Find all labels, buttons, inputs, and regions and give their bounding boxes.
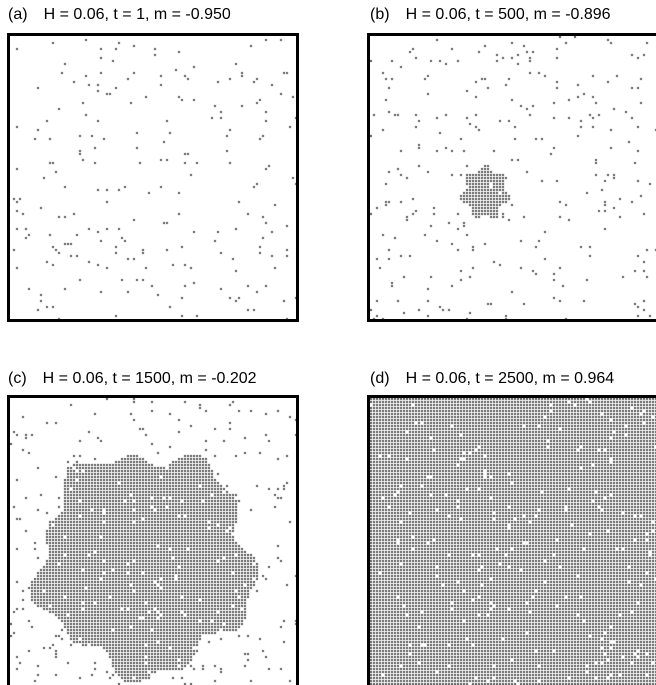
panel-d-lattice-frame [367,395,656,685]
panel-d-params: H = 0.06, t = 2500, m = 0.964 [405,370,615,387]
panel-d-spin-lattice [370,398,656,685]
panel-b-label: (b) [370,6,390,23]
panel-a-label: (a) [8,6,28,23]
panel-c-params: H = 0.06, t = 1500, m = -0.202 [42,370,257,387]
panel-c-lattice-frame [7,395,299,685]
panel-b-params: H = 0.06, t = 500, m = -0.896 [405,6,611,23]
panel-c-label: (c) [8,370,27,387]
panel-b-lattice-frame [367,33,656,322]
panel-d-title: (d) H = 0.06, t = 2500, m = 0.964 [370,370,614,388]
panel-c-title: (c) H = 0.06, t = 1500, m = -0.202 [8,370,257,388]
panel-b-title: (b) H = 0.06, t = 500, m = -0.896 [370,6,611,24]
panel-c-spin-lattice [10,398,296,685]
panel-b-spin-lattice [370,36,656,319]
panel-a-lattice-frame [7,33,299,322]
panel-a-spin-lattice [10,36,296,319]
panel-a-title: (a) H = 0.06, t = 1, m = -0.950 [8,6,231,24]
panel-a-params: H = 0.06, t = 1, m = -0.950 [43,6,231,23]
panel-d-label: (d) [370,370,390,387]
